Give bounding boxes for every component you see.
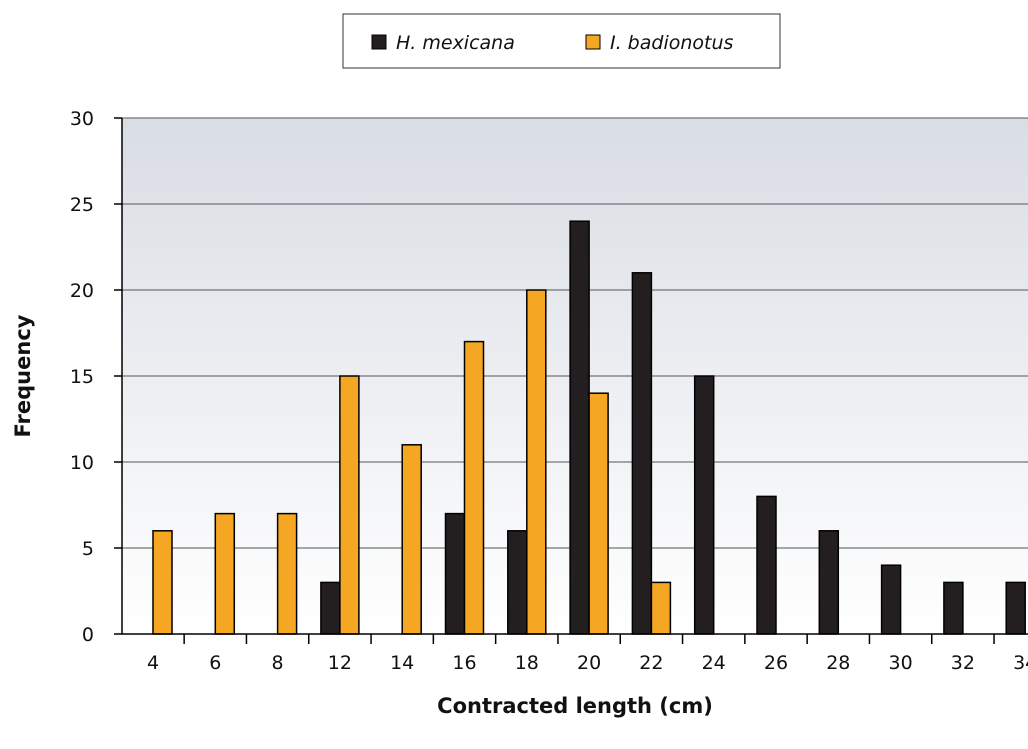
bar-h-mexicana xyxy=(569,220,590,635)
bar-i-badionotus xyxy=(401,444,422,635)
bar-h-mexicana xyxy=(756,495,777,635)
x-tick-label: 16 xyxy=(452,652,476,674)
bar-i-badionotus xyxy=(214,512,236,635)
bar-i-badionotus xyxy=(339,375,360,635)
bar-i-badionotus xyxy=(650,581,672,635)
x-tick-label: 30 xyxy=(889,652,913,674)
bar-i-badionotus xyxy=(276,512,298,635)
y-tick-label: 10 xyxy=(70,452,94,474)
x-tick-label: 32 xyxy=(951,652,975,674)
legend-swatch-i-badionotus xyxy=(585,34,601,50)
bar-h-mexicana xyxy=(444,512,466,635)
bar-h-mexicana xyxy=(320,581,341,635)
y-tick-label: 20 xyxy=(70,280,94,302)
x-tick-label: 20 xyxy=(577,652,601,674)
x-tick-label: 22 xyxy=(639,652,663,674)
bar-i-badionotus xyxy=(463,340,485,635)
x-tick-label: 6 xyxy=(209,652,221,674)
x-tick-label: 28 xyxy=(826,652,850,674)
x-tick-labels: 4 6 8 12 14 16 18 20 22 24 26 28 30 32 34 xyxy=(147,652,1028,674)
x-tick-label: 26 xyxy=(764,652,788,674)
bar-h-mexicana xyxy=(1005,581,1026,635)
x-tick-label: 24 xyxy=(702,652,726,674)
bar-h-mexicana xyxy=(631,272,653,635)
x-tick-label: 12 xyxy=(328,652,352,674)
bar-h-mexicana xyxy=(943,581,964,635)
x-axis-title: Contracted length (cm) xyxy=(437,694,713,718)
x-tick-label: 34 xyxy=(1013,652,1028,674)
legend-swatch-h-mexicana xyxy=(371,34,387,50)
y-tick-label: 5 xyxy=(82,538,94,560)
legend: H. mexicana I. badionotus xyxy=(342,13,781,69)
y-axis-title: Frequency xyxy=(11,314,35,437)
bar-i-badionotus xyxy=(588,392,609,635)
axes xyxy=(114,117,1028,644)
legend-box xyxy=(342,13,781,69)
x-tick-label: 4 xyxy=(147,652,159,674)
x-tick-label: 18 xyxy=(515,652,539,674)
bar-h-mexicana xyxy=(880,564,902,635)
y-tick-label: 0 xyxy=(82,624,94,646)
y-tick-label: 30 xyxy=(70,108,94,130)
y-tick-label: 25 xyxy=(70,194,94,216)
bar-i-badionotus xyxy=(152,530,173,635)
bar-h-mexicana xyxy=(818,530,840,635)
y-tick-labels: 0 5 10 15 20 25 30 xyxy=(70,108,94,646)
x-tick-label: 8 xyxy=(272,652,284,674)
legend-label-i-badionotus: I. badionotus xyxy=(610,32,734,54)
bar-h-mexicana xyxy=(693,375,715,635)
bars xyxy=(152,220,1026,635)
y-tick-label: 15 xyxy=(70,366,94,388)
x-tick-label: 14 xyxy=(390,652,414,674)
bar-h-mexicana xyxy=(507,530,528,635)
legend-label-h-mexicana: H. mexicana xyxy=(396,32,515,54)
bar-i-badionotus xyxy=(526,289,547,635)
